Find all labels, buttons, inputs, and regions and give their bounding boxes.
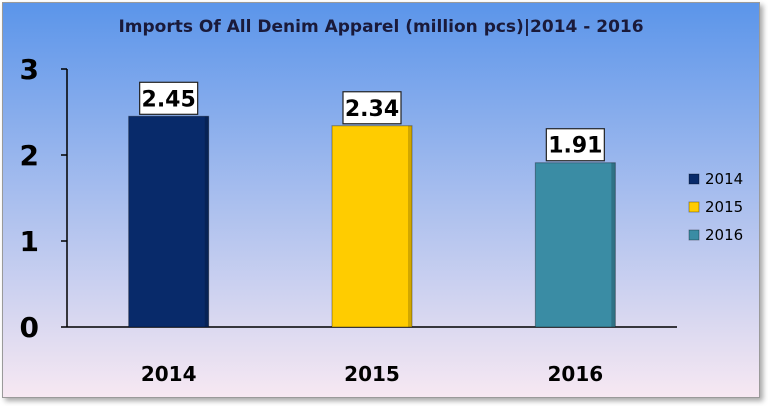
data-label: 2.45 [142,87,196,112]
y-tick-label: 1 [20,225,39,258]
x-tick-label: 2014 [141,362,197,386]
chart-frame: 0 1 2 3 2.45 2014 2.34 2015 1.91 2016 2014 2015 2016… [2,2,760,398]
bar-2015 [331,125,413,328]
legend-swatch [688,229,700,241]
x-tick-label: 2016 [547,362,603,386]
y-tick-label: 3 [20,53,39,86]
bar-2016 [534,162,616,328]
data-label-box [139,81,199,115]
bar-bevel-2016 [611,162,616,327]
data-label-box [342,91,402,125]
y-tick-label: 0 [20,311,39,344]
legend-swatch [688,201,700,213]
bar-2014 [128,115,210,328]
legend-swatch [688,173,700,185]
y-tick-label: 2 [20,139,39,172]
data-label: 1.91 [548,134,602,159]
legend-label: 2016 [705,226,743,244]
bar-chart: 0 1 2 3 2.45 2014 2.34 2015 1.91 2016 2014 2015 2016 [3,3,759,397]
x-tick-label: 2015 [344,362,400,386]
data-label: 2.34 [345,97,399,122]
bar-bevel-2015 [408,125,412,327]
bar-bevel-2014 [204,116,209,327]
data-label-box [545,128,605,162]
chart-title: Imports Of All Denim Apparel (million pc… [118,17,644,37]
legend-label: 2015 [705,198,743,216]
legend-label: 2014 [705,170,743,188]
